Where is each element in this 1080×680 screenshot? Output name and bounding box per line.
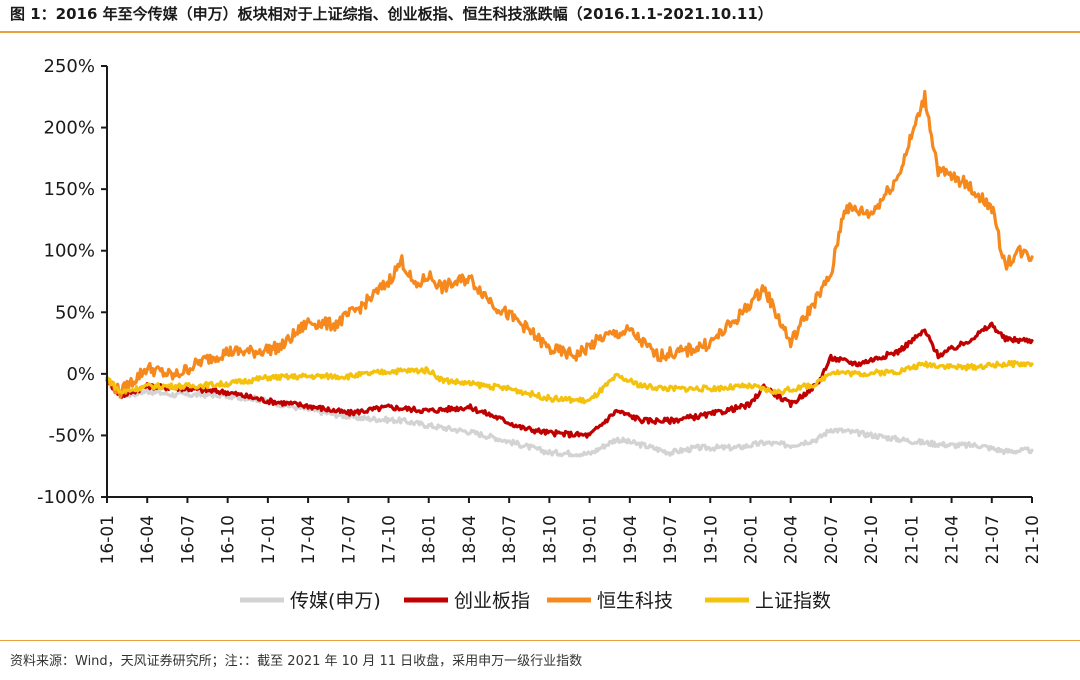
x-tick-label: 21-01 bbox=[902, 515, 922, 564]
series-lines bbox=[105, 89, 1034, 458]
x-tick-label: 16-07 bbox=[178, 515, 198, 564]
x-tick-label: 21-10 bbox=[1023, 515, 1043, 564]
line-chart: 250%200%150%100%50%0%-50%-100% 16-01 16-0… bbox=[37, 56, 1043, 612]
x-tick-label: 17-10 bbox=[380, 515, 400, 564]
legend-label: 创业板指 bbox=[454, 590, 530, 612]
legend-label: 恒生科技 bbox=[597, 590, 673, 612]
x-tick-label: 21-04 bbox=[943, 515, 963, 564]
legend-label: 上证指数 bbox=[755, 590, 831, 612]
y-tick-label: -100% bbox=[37, 487, 95, 508]
y-tick-label: 50% bbox=[55, 302, 95, 323]
series-line-2 bbox=[105, 89, 1034, 399]
x-tick-label: 20-01 bbox=[741, 515, 761, 564]
figure-title: 图 1：2016 年至今传媒（申万）板块相对于上证综指、创业板指、恒生科技涨跌幅… bbox=[10, 5, 773, 23]
footer-rule bbox=[0, 640, 1080, 641]
x-tick-label: 18-10 bbox=[540, 515, 560, 564]
x-tick-label: 18-04 bbox=[460, 515, 480, 564]
x-axis-ticks: 16-01 16-04 16-07 16-10 17-01 17-04 17-07 17-10… bbox=[98, 497, 1043, 564]
series-line-0 bbox=[105, 377, 1034, 458]
series-line-3 bbox=[105, 359, 1034, 405]
x-tick-label: 16-04 bbox=[138, 515, 158, 564]
y-tick-label: 200% bbox=[44, 118, 95, 139]
title-rule bbox=[0, 31, 1080, 33]
y-tick-label: 150% bbox=[44, 179, 95, 200]
x-tick-label: 21-07 bbox=[983, 515, 1003, 564]
x-tick-label: 20-04 bbox=[782, 515, 802, 564]
x-tick-label: 18-01 bbox=[420, 515, 440, 564]
x-tick-label: 19-01 bbox=[581, 515, 601, 564]
y-tick-label: -50% bbox=[48, 425, 95, 446]
source-note: 资料来源：Wind，天风证券研究所；注：：截至 2021 年 10 月 11 日… bbox=[10, 654, 583, 669]
x-tick-label: 19-10 bbox=[701, 515, 721, 564]
x-tick-label: 20-10 bbox=[862, 515, 882, 564]
x-tick-label: 20-07 bbox=[822, 515, 842, 564]
y-axis-ticks: 250% 200% 150% 100% 50% 0% -50% -100% bbox=[37, 56, 107, 508]
x-tick-label: 19-07 bbox=[661, 515, 681, 564]
x-tick-label: 19-04 bbox=[621, 515, 641, 564]
chart-legend: 传媒(申万) 创业板指 恒生科技 上证指数 bbox=[240, 590, 831, 612]
y-tick-label: 250% bbox=[44, 56, 95, 77]
y-tick-label: 100% bbox=[44, 241, 95, 262]
x-tick-label: 16-10 bbox=[219, 515, 239, 564]
x-tick-label: 17-07 bbox=[339, 515, 359, 564]
series-line-1 bbox=[105, 321, 1034, 439]
legend-label: 传媒(申万) bbox=[290, 590, 381, 612]
x-tick-label: 16-01 bbox=[98, 515, 118, 564]
x-tick-label: 17-01 bbox=[259, 515, 279, 564]
y-tick-label: 0% bbox=[66, 364, 95, 385]
x-tick-label: 17-04 bbox=[299, 515, 319, 564]
x-tick-label: 18-07 bbox=[500, 515, 520, 564]
